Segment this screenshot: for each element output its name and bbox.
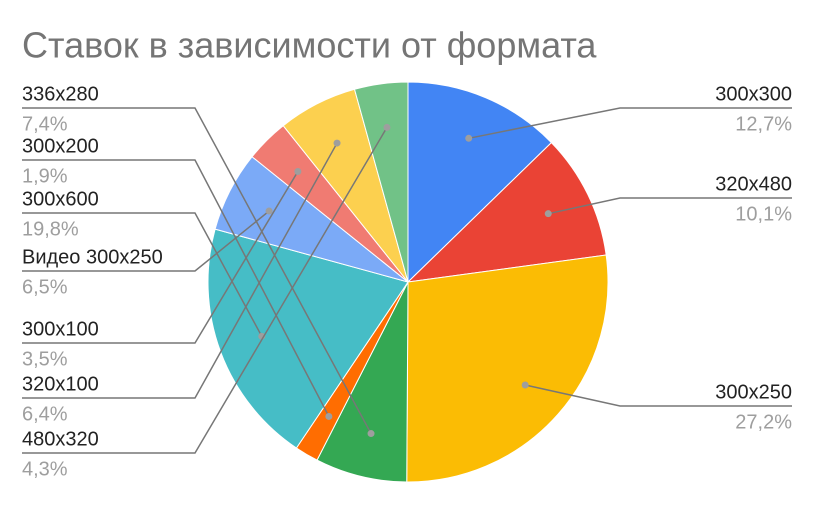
slice-label: 300x300: [715, 83, 792, 105]
slice-label: 336x280: [22, 83, 99, 105]
leader-dot: [383, 123, 391, 131]
slice-value-label: 7,4%: [22, 113, 68, 135]
leader-dot: [294, 168, 302, 176]
leader-dot: [325, 412, 333, 420]
leader-dot: [544, 210, 552, 218]
leader-line: [22, 127, 388, 454]
slice-value-label: 10,1%: [735, 203, 792, 225]
slice-value-label: 27,2%: [735, 411, 792, 433]
leader-line: [525, 384, 792, 407]
leader-dot: [465, 134, 473, 142]
slice-value-label: 3,5%: [22, 348, 68, 370]
slice-label: 300x600: [22, 188, 99, 210]
slice-value-label: 12,7%: [735, 113, 792, 135]
leader-line: [468, 107, 792, 140]
leader-line: [22, 212, 263, 337]
slice-value-label: 19,8%: [22, 218, 79, 240]
leader-line: [22, 159, 330, 417]
slice-label: 480x320: [22, 428, 99, 450]
leader-dot: [367, 430, 375, 438]
slice-value-label: 4,3%: [22, 458, 68, 480]
slice-value-label: 1,9%: [22, 165, 68, 187]
pie-slice: [406, 254, 609, 483]
chart-title: Ставок в зависимости от формата: [22, 25, 597, 66]
slice-value-label: 6,4%: [22, 403, 68, 425]
leader-dot: [521, 381, 529, 389]
slice-value-label: 6,5%: [22, 276, 68, 298]
slice-label: 300x200: [22, 135, 99, 157]
pie-slice: [406, 141, 607, 283]
pie-slice: [407, 81, 553, 284]
slice-label: 300x100: [22, 318, 99, 340]
leader-dot: [265, 207, 273, 215]
slice-label: 300x250: [715, 381, 792, 403]
slice-label: 320x480: [715, 173, 792, 195]
leader-line: [22, 210, 270, 272]
leader-line: [22, 171, 299, 344]
leader-dot: [333, 139, 341, 147]
slice-label: 320x100: [22, 373, 99, 395]
leader-line: [22, 107, 372, 434]
leader-line: [548, 197, 792, 215]
pie-slice: [353, 81, 409, 283]
leader-line: [22, 142, 338, 399]
slice-label: Видео 300x250: [22, 246, 163, 268]
